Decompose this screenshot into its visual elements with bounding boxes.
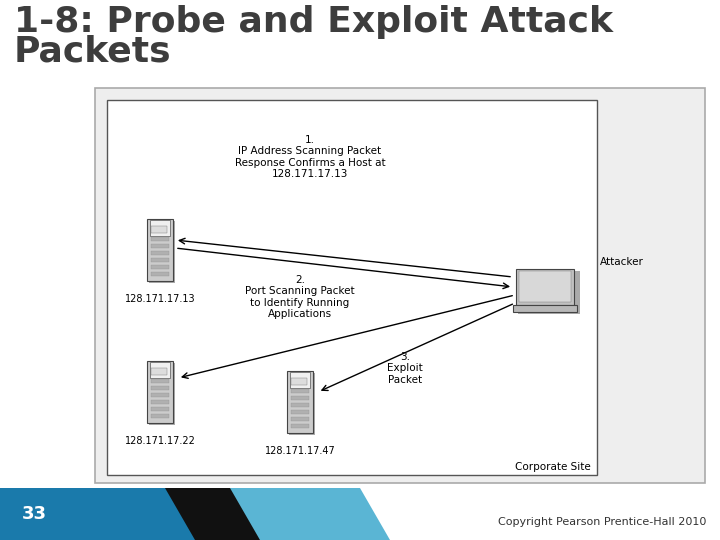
Text: Copyright Pearson Prentice-Hall 2010: Copyright Pearson Prentice-Hall 2010: [498, 517, 706, 527]
FancyBboxPatch shape: [291, 403, 309, 407]
FancyBboxPatch shape: [150, 220, 171, 235]
FancyBboxPatch shape: [151, 407, 169, 411]
FancyBboxPatch shape: [107, 100, 597, 475]
FancyBboxPatch shape: [151, 400, 169, 404]
FancyBboxPatch shape: [518, 271, 580, 314]
FancyBboxPatch shape: [291, 389, 309, 393]
FancyBboxPatch shape: [513, 305, 577, 312]
FancyBboxPatch shape: [291, 379, 307, 384]
FancyBboxPatch shape: [519, 271, 571, 302]
FancyBboxPatch shape: [150, 362, 171, 377]
FancyBboxPatch shape: [147, 361, 173, 423]
FancyBboxPatch shape: [151, 414, 169, 418]
FancyBboxPatch shape: [151, 393, 169, 397]
FancyBboxPatch shape: [95, 88, 705, 483]
FancyBboxPatch shape: [147, 219, 173, 281]
FancyBboxPatch shape: [151, 244, 169, 248]
Text: 128.171.17.22: 128.171.17.22: [125, 436, 195, 446]
FancyBboxPatch shape: [287, 371, 313, 433]
Text: 1-8: Probe and Exploit Attack: 1-8: Probe and Exploit Attack: [14, 5, 613, 39]
Polygon shape: [360, 488, 720, 540]
FancyBboxPatch shape: [289, 373, 315, 435]
Text: 128.171.17.47: 128.171.17.47: [265, 446, 336, 456]
FancyBboxPatch shape: [291, 396, 309, 400]
FancyBboxPatch shape: [151, 251, 169, 255]
FancyBboxPatch shape: [150, 226, 168, 233]
Text: 33: 33: [22, 505, 47, 523]
Text: Corporate Site: Corporate Site: [515, 462, 590, 472]
Text: IP Address Scanning Packet
Response Confirms a Host at
128.171.17.13: IP Address Scanning Packet Response Conf…: [235, 146, 385, 179]
FancyBboxPatch shape: [291, 410, 309, 414]
Text: 1.: 1.: [305, 135, 315, 145]
FancyBboxPatch shape: [289, 372, 310, 388]
FancyBboxPatch shape: [516, 269, 574, 305]
FancyBboxPatch shape: [151, 237, 169, 241]
FancyBboxPatch shape: [151, 386, 169, 390]
FancyBboxPatch shape: [151, 265, 169, 269]
Text: 128.171.17.13: 128.171.17.13: [125, 294, 195, 304]
FancyBboxPatch shape: [151, 258, 169, 262]
FancyBboxPatch shape: [150, 368, 168, 375]
Polygon shape: [165, 488, 295, 540]
FancyBboxPatch shape: [151, 272, 169, 276]
Text: 3.: 3.: [400, 352, 410, 362]
FancyBboxPatch shape: [291, 424, 309, 428]
Text: Exploit
Packet: Exploit Packet: [387, 363, 423, 384]
Polygon shape: [0, 488, 720, 540]
Text: Packets: Packets: [14, 35, 171, 69]
FancyBboxPatch shape: [149, 221, 175, 283]
FancyBboxPatch shape: [151, 379, 169, 383]
Text: 2.: 2.: [295, 275, 305, 285]
FancyBboxPatch shape: [291, 417, 309, 421]
Text: Attacker: Attacker: [600, 257, 644, 267]
Polygon shape: [230, 488, 720, 540]
Text: Port Scanning Packet
to Identify Running
Applications: Port Scanning Packet to Identify Running…: [246, 286, 355, 319]
FancyBboxPatch shape: [149, 363, 175, 425]
